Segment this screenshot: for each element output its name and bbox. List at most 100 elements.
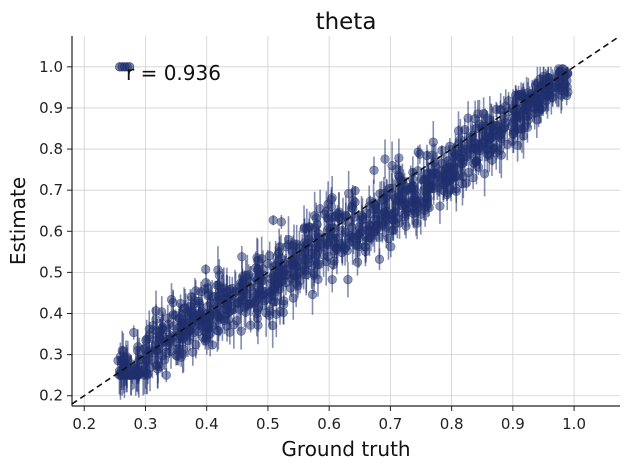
point-marker: [310, 211, 320, 221]
data-point: [388, 225, 398, 235]
point-marker: [237, 272, 248, 282]
data-point: [378, 214, 388, 237]
data-point: [419, 166, 429, 216]
data-point: [442, 156, 452, 181]
point-marker: [352, 257, 363, 267]
point-marker: [181, 308, 191, 318]
data-point: [394, 207, 405, 239]
data-point: [367, 221, 377, 242]
point-marker: [310, 244, 320, 254]
y-tick-label: 0.8: [39, 140, 63, 158]
data-point: [299, 205, 309, 253]
data-point: [452, 162, 463, 174]
data-point: [450, 148, 461, 163]
data-point: [374, 248, 385, 270]
data-point: [369, 156, 379, 184]
data-point: [532, 94, 542, 112]
data-point: [203, 283, 213, 293]
point-marker: [157, 307, 167, 317]
point-marker: [340, 243, 350, 253]
data-point: [142, 343, 152, 377]
point-marker: [496, 134, 506, 144]
data-point: [198, 329, 208, 346]
point-marker: [398, 187, 409, 197]
data-point: [559, 73, 569, 99]
data-point: [161, 333, 171, 372]
point-marker: [524, 102, 535, 112]
data-point: [229, 300, 239, 349]
point-marker: [473, 162, 484, 172]
point-marker: [367, 226, 377, 236]
point-marker: [142, 355, 152, 365]
data-point: [129, 325, 139, 340]
point-marker: [343, 234, 354, 244]
point-marker: [458, 171, 468, 182]
point-marker: [348, 195, 358, 206]
identity-dashed-line: [71, 35, 621, 405]
data-point: [281, 254, 291, 296]
point-marker: [291, 270, 302, 281]
point-marker: [394, 153, 404, 163]
data-point: [508, 115, 518, 153]
point-marker: [245, 282, 255, 292]
point-marker: [468, 173, 478, 183]
data-point: [310, 229, 320, 268]
data-point: [394, 138, 404, 178]
data-point: [327, 266, 337, 293]
point-marker: [259, 295, 270, 306]
point-marker: [329, 246, 339, 256]
point-marker: [279, 296, 289, 306]
point-marker: [281, 270, 291, 280]
data-point: [398, 169, 409, 214]
data-point: [466, 139, 476, 157]
data-point: [356, 196, 367, 236]
point-marker: [276, 217, 286, 227]
point-marker: [369, 165, 379, 175]
data-point: [265, 241, 275, 270]
point-marker: [378, 220, 388, 231]
data-point: [348, 193, 358, 208]
point-marker: [184, 326, 194, 337]
data-point: [360, 236, 371, 267]
point-marker: [166, 294, 177, 305]
data-point: [237, 245, 247, 268]
data-point: [119, 356, 129, 394]
data-point: [512, 89, 522, 132]
data-point: [413, 185, 423, 225]
point-marker: [419, 186, 429, 196]
data-point: [479, 97, 489, 130]
point-marker: [386, 242, 396, 252]
point-marker: [266, 274, 276, 284]
x-tick-label: 0.6: [317, 415, 341, 433]
point-marker: [219, 315, 229, 326]
point-marker: [289, 253, 300, 263]
y-tick-label: 0.3: [39, 346, 63, 364]
point-marker: [334, 212, 344, 223]
point-marker: [491, 104, 501, 114]
data-point: [458, 155, 468, 199]
data-point: [386, 236, 396, 258]
data-point: [258, 258, 268, 280]
x-tick-label: 0.3: [134, 415, 158, 433]
point-marker: [450, 150, 461, 160]
point-marker: [389, 208, 399, 218]
point-marker: [243, 299, 253, 309]
point-marker: [351, 240, 361, 250]
point-marker: [356, 211, 367, 221]
point-marker: [328, 259, 339, 270]
point-marker: [122, 352, 132, 362]
data-point: [181, 293, 191, 333]
data-point: [197, 289, 207, 335]
data-point: [188, 338, 198, 366]
y-tick-label: 0.9: [39, 99, 63, 117]
point-marker: [197, 307, 207, 317]
chart-title: theta: [316, 9, 377, 35]
data-point: [273, 255, 284, 295]
point-marker: [188, 347, 198, 357]
data-point: [369, 199, 379, 220]
data-point: [141, 332, 151, 349]
y-tick-label: 0.4: [39, 305, 63, 323]
point-marker: [293, 281, 303, 291]
tick-labels: 0.2 0.3 0.4 0.5 0.6 0.7 0.8 0.9 1.0 0.2 0.3 0.4 0.5 0…: [39, 58, 586, 433]
